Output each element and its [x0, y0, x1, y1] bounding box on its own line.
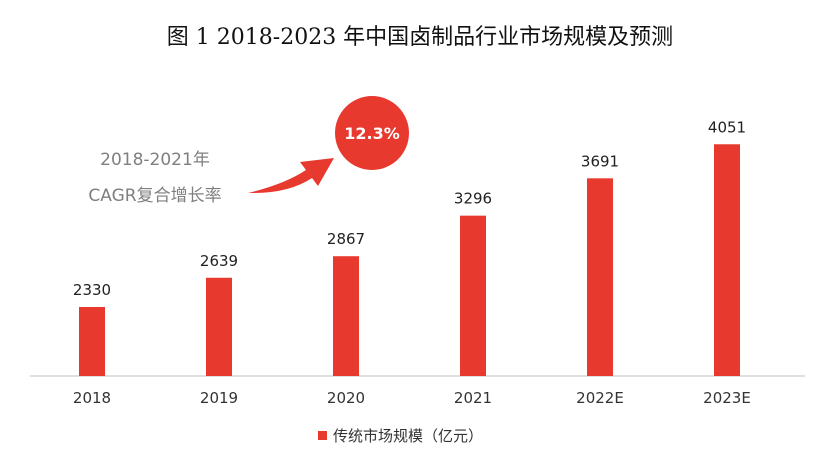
cagr-label-line2: CAGR复合增长率 — [88, 186, 221, 206]
x-tick-label-2020: 2020 — [327, 389, 365, 407]
bar-2018 — [79, 306, 105, 376]
legend-swatch — [318, 431, 327, 440]
legend: 传统市场规模（亿元） — [318, 427, 483, 445]
chart-title: 图 1 2018-2023 年中国卤制品行业市场规模及预测 — [167, 25, 673, 50]
x-tick-label-2023e: 2023E — [703, 389, 751, 407]
value-label-2018: 2330 — [73, 281, 111, 299]
value-label-2019: 2639 — [200, 252, 238, 270]
x-tick-labels-group: 2018 2019 2020 2021 2022E 2023E — [73, 389, 751, 407]
bar-2021 — [460, 215, 486, 376]
bar-2020 — [333, 256, 359, 376]
cagr-bubble — [335, 96, 409, 170]
cagr-label-line1: 2018-2021年 — [100, 150, 210, 170]
x-tick-label-2022e: 2022E — [576, 389, 624, 407]
value-label-2021: 3296 — [454, 190, 492, 208]
value-label-2020: 2867 — [327, 230, 365, 248]
x-tick-label-2018: 2018 — [73, 389, 111, 407]
bar-2022e — [587, 178, 613, 376]
cagr-annotation: 2018-2021年 CAGR复合增长率 12.3% — [88, 96, 409, 206]
value-label-2022e: 3691 — [581, 152, 619, 170]
legend-label: 传统市场规模（亿元） — [333, 427, 483, 445]
x-tick-label-2021: 2021 — [454, 389, 492, 407]
cagr-arrow-icon — [248, 158, 334, 194]
value-label-2023e: 4051 — [708, 118, 746, 136]
bar-2023e — [714, 144, 740, 376]
cagr-value: 12.3% — [344, 124, 400, 143]
bars-group — [79, 144, 740, 376]
x-tick-label-2019: 2019 — [200, 389, 238, 407]
bar-2019 — [206, 277, 232, 376]
value-labels-group: 2330 2639 2867 3296 3691 4051 — [73, 118, 746, 299]
